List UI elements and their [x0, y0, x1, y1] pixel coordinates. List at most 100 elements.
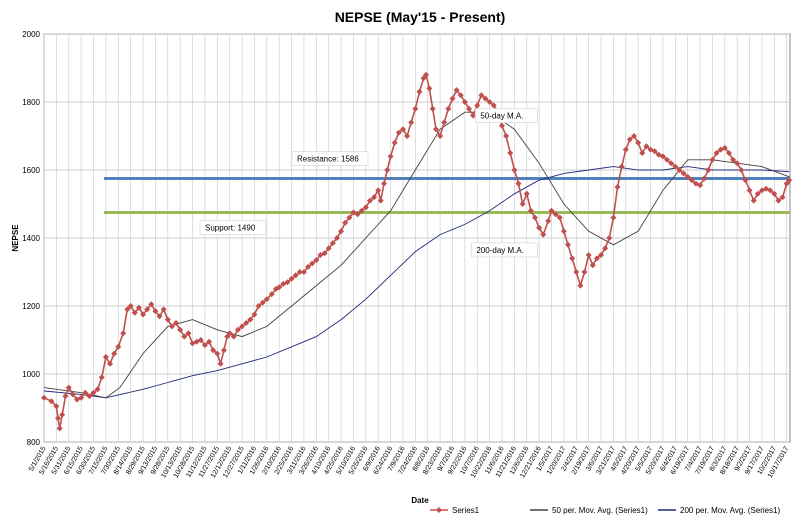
- data-point-nepse: [333, 235, 340, 241]
- data-point-nepse: [206, 338, 213, 345]
- data-point-nepse: [490, 102, 497, 109]
- data-point-nepse: [423, 71, 430, 78]
- data-point-nepse: [65, 384, 72, 391]
- data-point-nepse: [259, 299, 266, 306]
- data-point-nepse: [329, 240, 336, 247]
- data-point-nepse: [474, 102, 481, 109]
- data-point-nepse: [437, 133, 444, 139]
- data-point-nepse: [552, 211, 559, 218]
- data-point-nepse: [676, 167, 683, 173]
- data-point-nepse: [94, 386, 101, 393]
- data-point-nepse: [672, 163, 679, 170]
- data-point-nepse: [688, 177, 695, 184]
- data-point-nepse: [461, 99, 468, 105]
- data-point-nepse: [338, 228, 345, 235]
- data-point-nepse: [453, 87, 460, 94]
- data-point-nepse: [148, 301, 155, 308]
- y-tick-label: 1800: [22, 98, 40, 107]
- data-point-nepse: [465, 105, 472, 112]
- plot-area: 8001000120014001600180020005/1/20155/16/…: [22, 30, 793, 479]
- data-point-nepse: [86, 393, 93, 400]
- data-point-nepse: [738, 167, 745, 173]
- data-point-nepse: [90, 389, 97, 396]
- data-point-nepse: [300, 269, 307, 275]
- data-point-nepse: [556, 214, 563, 221]
- data-point-nepse: [62, 393, 69, 400]
- data-point-nepse: [255, 303, 262, 309]
- data-point-nepse: [725, 150, 732, 156]
- data-point-nepse: [569, 255, 576, 262]
- data-point-nepse: [573, 269, 580, 275]
- data-point-nepse: [668, 160, 675, 167]
- data-point-nepse: [120, 330, 127, 337]
- data-point-nepse: [457, 92, 464, 99]
- resistance-label-box: [291, 151, 369, 166]
- data-point-nepse: [527, 207, 534, 214]
- data-point-nepse: [305, 263, 312, 270]
- data-point-nepse: [362, 204, 369, 211]
- data-point-nepse: [185, 330, 192, 337]
- data-point-nepse: [709, 156, 716, 163]
- data-point-nepse: [721, 144, 728, 151]
- data-point-nepse: [540, 231, 547, 238]
- data-point-nepse: [631, 133, 638, 139]
- data-point-nepse: [697, 182, 704, 189]
- data-point-nepse: [581, 269, 588, 275]
- data-point-nepse: [177, 326, 184, 333]
- data-point-nepse: [210, 347, 217, 354]
- data-point-nepse: [478, 92, 485, 99]
- y-axis-label: NEPSE: [11, 224, 20, 252]
- data-point-nepse: [321, 250, 328, 257]
- legend-item-series1-marker: [436, 507, 442, 513]
- data-point-nepse: [515, 180, 522, 187]
- data-point-nepse: [309, 260, 316, 267]
- data-point-nepse: [767, 187, 774, 194]
- data-point-nepse: [384, 167, 391, 173]
- data-point-nepse: [342, 219, 349, 226]
- data-point-nepse: [313, 257, 320, 264]
- data-point-nepse: [639, 150, 646, 156]
- data-point-nepse: [197, 337, 204, 343]
- annotation-200ma-box: [471, 242, 538, 258]
- data-point-nepse: [220, 347, 227, 354]
- data-point-nepse: [288, 275, 295, 282]
- data-point-nepse: [416, 88, 423, 95]
- data-point-nepse: [346, 214, 353, 221]
- y-tick-label: 1600: [22, 166, 40, 175]
- data-point-nepse: [659, 153, 666, 160]
- data-point-nepse: [48, 398, 55, 405]
- data-point-nepse: [622, 146, 629, 153]
- series-line-50ma: [43, 111, 790, 399]
- legend: Series1 50 per. Mov. Avg. (Series1) 200 pe…: [430, 506, 781, 515]
- resistance-label: Resistance: 1586: [297, 155, 359, 164]
- data-point-nepse: [325, 245, 332, 252]
- data-point-nepse: [532, 214, 539, 221]
- data-point-nepse: [296, 269, 303, 275]
- data-point-nepse: [371, 194, 378, 201]
- y-tick-label: 2000: [22, 30, 40, 39]
- x-axis-label: Date: [411, 496, 429, 505]
- data-point-nepse: [507, 150, 514, 156]
- data-point-nepse: [239, 323, 246, 330]
- data-point-nepse: [111, 350, 118, 357]
- data-point-nepse: [680, 170, 687, 177]
- data-point-nepse: [284, 279, 291, 286]
- data-point-nepse: [55, 415, 62, 422]
- data-point-nepse: [426, 85, 433, 92]
- data-point-nepse: [404, 133, 411, 139]
- data-point-nepse: [354, 211, 361, 218]
- data-point-nepse: [144, 306, 151, 313]
- data-point-nepse: [131, 309, 138, 316]
- data-point-nepse: [53, 403, 60, 410]
- data-point-nepse: [135, 304, 142, 311]
- data-point-nepse: [160, 306, 167, 313]
- chart-title: NEPSE (May'15 - Present): [335, 9, 506, 25]
- data-point-nepse: [730, 156, 737, 163]
- y-tick-label: 1000: [22, 370, 40, 379]
- data-point-nepse: [115, 343, 122, 350]
- data-point-nepse: [536, 224, 543, 231]
- data-point-nepse: [243, 320, 250, 326]
- data-point-nepse: [164, 316, 171, 323]
- data-point-nepse: [779, 194, 786, 201]
